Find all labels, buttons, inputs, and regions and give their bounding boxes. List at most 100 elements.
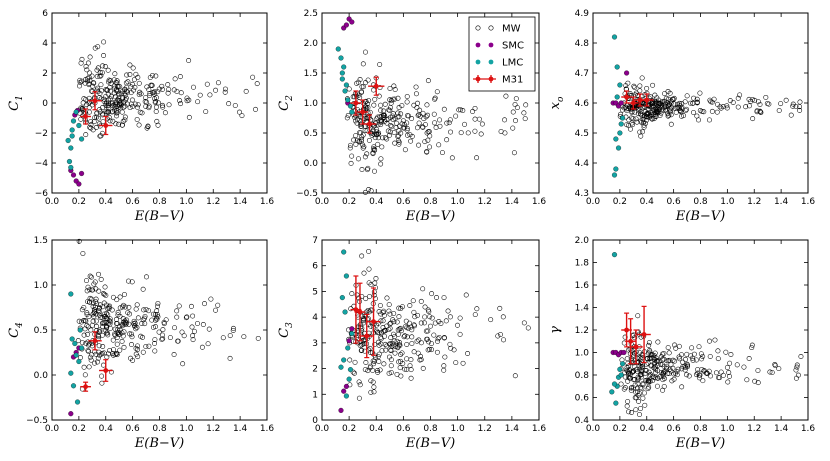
plot-frame	[51, 12, 268, 194]
mw-point	[424, 336, 430, 342]
mw-point	[107, 96, 113, 102]
mw-point	[425, 328, 431, 334]
mw-point	[655, 375, 661, 381]
mw-point	[370, 367, 376, 373]
mw-point	[109, 307, 115, 313]
mw-point	[146, 105, 152, 111]
mw-point	[205, 341, 211, 347]
mw-point	[622, 385, 628, 391]
mw-point	[503, 93, 509, 99]
mw-point	[668, 109, 673, 115]
x-tick-label: 1.6	[260, 424, 275, 434]
mw-point	[790, 101, 796, 107]
mw-point	[664, 358, 670, 364]
mw-point	[368, 188, 374, 194]
mw-point	[696, 344, 702, 350]
mw-point	[81, 332, 87, 338]
mw-point	[394, 120, 400, 126]
mw-point	[91, 119, 97, 125]
mw-point	[129, 97, 135, 103]
legend-label: M31	[502, 75, 523, 86]
mw-point	[794, 364, 800, 370]
mw-point	[694, 113, 700, 119]
mw-point	[447, 117, 453, 123]
mw-point	[349, 153, 355, 159]
lmc-point	[69, 127, 75, 133]
mw-point	[436, 335, 442, 340]
m31-point	[641, 332, 647, 337]
mw-point	[348, 160, 354, 166]
mw-point	[651, 375, 657, 381]
mw-point	[143, 307, 149, 313]
mw-point	[360, 142, 366, 148]
mw-point	[653, 113, 659, 119]
mw-point	[413, 84, 419, 90]
mw-point	[429, 291, 435, 297]
mw-point	[655, 363, 661, 368]
mw-point	[629, 120, 635, 126]
mw-point	[628, 387, 634, 393]
mw-point	[186, 58, 192, 63]
mw-point	[441, 335, 447, 341]
mw-point	[91, 281, 97, 287]
mw-point	[112, 332, 118, 338]
mw-point	[200, 322, 206, 327]
mw-point	[250, 74, 256, 80]
mw-point	[640, 355, 646, 360]
x-tick-label: 0.2	[613, 197, 627, 207]
m31-point	[92, 98, 98, 104]
mw-point	[87, 99, 93, 105]
mw-point	[424, 102, 430, 108]
mw-point	[478, 131, 484, 137]
mw-point	[129, 331, 135, 337]
m31-point	[373, 83, 379, 89]
mw-point	[420, 124, 425, 130]
mw-point	[84, 288, 90, 294]
mw-point	[628, 126, 633, 132]
lmc-point	[68, 164, 74, 171]
mw-point	[657, 103, 663, 109]
mw-point	[388, 335, 394, 341]
mw-point	[510, 109, 516, 115]
mw-point	[377, 62, 383, 67]
mw-point	[124, 72, 130, 78]
mw-point	[662, 98, 668, 104]
lmc-point	[77, 327, 83, 333]
mw-point	[667, 106, 673, 112]
mw-point	[415, 312, 420, 318]
mw-point	[674, 369, 680, 375]
mw-point	[148, 82, 154, 88]
mw-point	[626, 409, 632, 415]
mw-point	[378, 161, 384, 167]
lmc-point	[70, 118, 77, 124]
mw-point	[161, 321, 167, 327]
m31-point	[353, 100, 359, 106]
mw-point	[213, 307, 219, 313]
lmc-point	[617, 82, 623, 88]
mw-point	[623, 83, 629, 89]
x-tick-label: 1.4	[505, 197, 520, 207]
y-axis-label: C1	[7, 95, 25, 111]
mw-point	[522, 116, 528, 122]
mw-point	[712, 337, 718, 343]
mw-point	[97, 305, 102, 311]
mw-point	[418, 298, 424, 304]
mw-point	[639, 364, 645, 370]
mw-point	[159, 86, 165, 92]
mw-point	[202, 301, 207, 307]
y-tick-label: 1.0	[34, 281, 49, 291]
mw-point	[97, 70, 103, 75]
mw-point	[667, 366, 673, 372]
y-axis-label: xo	[548, 96, 566, 109]
mw-point	[129, 279, 135, 285]
mw-point	[648, 94, 654, 100]
mw-point	[213, 87, 219, 93]
mw-point	[113, 121, 119, 127]
mw-point	[427, 314, 433, 320]
mw-point	[384, 295, 390, 301]
mw-point	[662, 369, 668, 375]
mw-point	[379, 330, 384, 336]
mw-point	[437, 117, 443, 123]
mw-point	[629, 410, 635, 415]
mw-point	[642, 402, 648, 408]
